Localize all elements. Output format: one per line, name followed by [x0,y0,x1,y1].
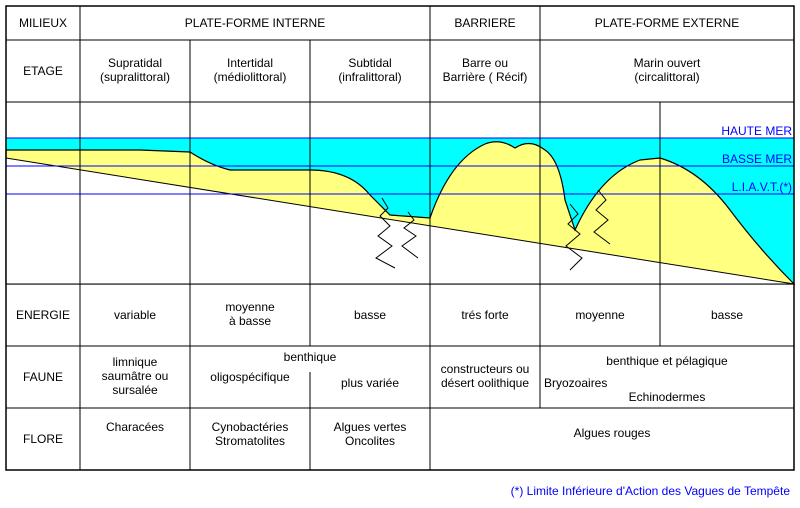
header-faune: FAUNE [6,370,80,384]
faune-3-top: benthique [190,350,430,364]
faune-2: oligospécifique [190,370,310,384]
etage-marin: Marin ouvert(circalittoral) [540,56,794,85]
etage-barre: Barre ouBarrière ( Récif) [430,56,540,85]
energie-6: basse [660,308,794,322]
energie-1: variable [80,308,190,322]
footnote: (*) Limite Inférieure d'Action des Vague… [400,484,790,498]
label-basse-mer: BASSE MER [674,152,792,166]
flore-2: CynobactériesStromatolites [190,420,310,449]
energie-3: basse [310,308,430,322]
etage-subtidal: Subtidal(infralittoral) [310,56,430,85]
etage-supratidal: Supratidal(supralittoral) [80,56,190,85]
header-energie: ENERGIE [6,308,80,322]
flore-3: Algues vertesOncolites [310,420,430,449]
energie-2: moyenneà basse [190,300,310,329]
flore-1: Characées [80,420,190,434]
milieux-interne: PLATE-FORME INTERNE [80,16,430,30]
label-haute-mer: HAUTE MER [674,124,792,138]
etage-intertidal: Intertidal(médiolittoral) [190,56,310,85]
faune-1: limniquesaumâtre ousursalée [80,355,190,398]
flore-4: Algues rouges [430,426,794,440]
header-etage: ETAGE [6,64,80,78]
faune-5-bot2: Echinodermes [540,390,794,404]
energie-4: trés forte [430,308,540,322]
milieux-externe: PLATE-FORME EXTERNE [540,16,794,30]
label-liavt: L.I.A.V.T.(*) [674,180,792,194]
faune-4: constructeurs oudésert oolithique [430,362,540,391]
energie-5: moyenne [540,308,660,322]
faune-5-top: benthique et pélagique [540,354,794,368]
faune-3-bot: plus variée [310,376,430,390]
header-flore: FLORE [6,432,80,446]
header-milieux: MILIEUX [6,16,80,30]
faune-5-bot1: Bryozoaires [540,376,664,390]
milieux-barriere: BARRIERE [430,16,540,30]
